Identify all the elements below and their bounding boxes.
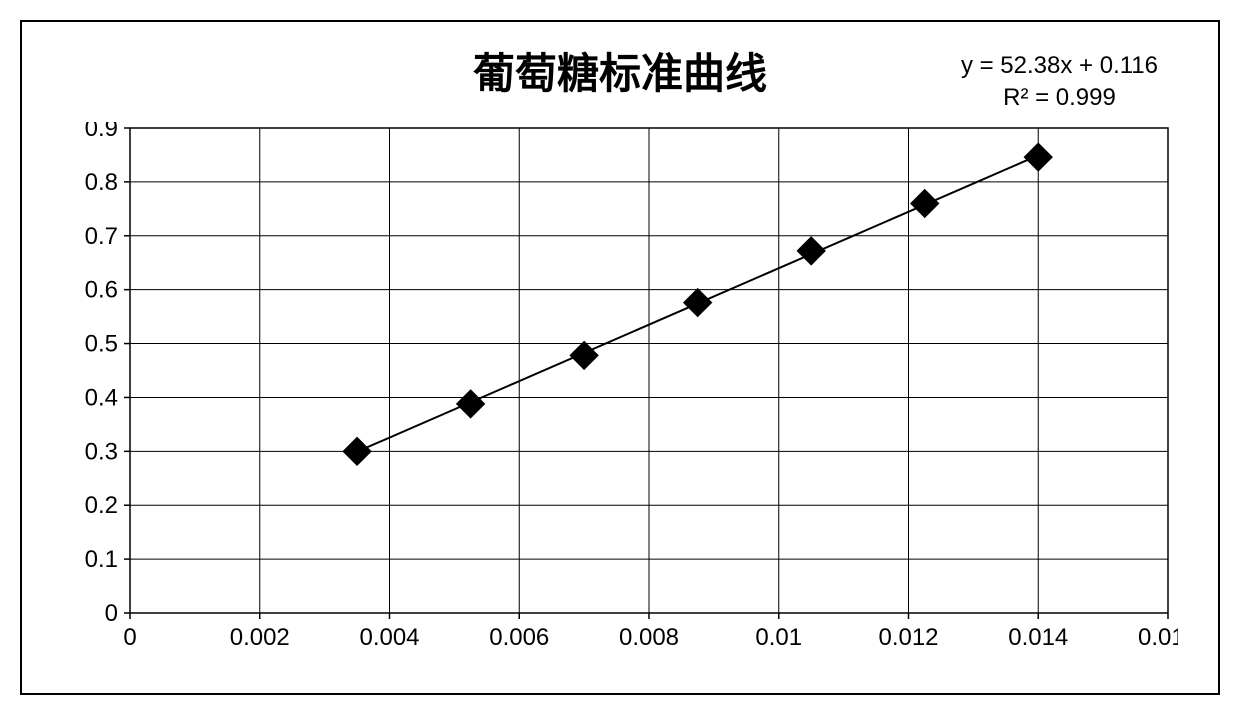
y-tick-label: 0.1 (85, 546, 118, 573)
y-tick-label: 0 (105, 600, 118, 627)
plot-area-container: 0 0.002 0.004 0.006 0.008 0.01 0.012 0.014 0.016… (72, 122, 1178, 663)
y-tick-label: 0.2 (85, 492, 118, 519)
x-tick-label: 0.004 (359, 624, 419, 651)
data-point-marker (457, 390, 485, 418)
y-tick-label: 0.8 (85, 169, 118, 196)
x-tick-label: 0 (123, 624, 136, 651)
y-tick-label: 0.3 (85, 438, 118, 465)
equation-line-1: y = 52.38x + 0.116 (961, 50, 1158, 82)
x-tick-label: 0.006 (489, 624, 549, 651)
chart-frame: 葡萄糖标准曲线 y = 52.38x + 0.116 R² = 0.999 00… (20, 20, 1220, 695)
y-tick-label: 0.4 (85, 384, 118, 411)
data-point-marker (343, 437, 371, 465)
plot-svg: 0 0.002 0.004 0.006 0.008 0.01 0.012 0.014 0.016… (72, 122, 1178, 663)
x-tick-label: 0.01 (755, 624, 802, 651)
equation-line-2: R² = 0.999 (961, 82, 1158, 114)
data-point-marker (684, 289, 712, 317)
y-tick-label: 0.9 (85, 122, 118, 142)
y-tick-label: 0.7 (85, 223, 118, 250)
y-tick-label: 0.5 (85, 331, 118, 358)
data-point-marker (911, 189, 939, 217)
x-tick-label: 0.012 (878, 624, 938, 651)
x-tick-label: 0.002 (230, 624, 290, 651)
data-point-marker (1024, 143, 1052, 171)
data-point-marker (570, 341, 598, 369)
y-tick-label: 0.6 (85, 277, 118, 304)
x-tick-label: 0.008 (619, 624, 679, 651)
regression-equation: y = 52.38x + 0.116 R² = 0.999 (961, 50, 1158, 115)
data-point-marker (797, 237, 825, 265)
x-tick-label: 0.014 (1008, 624, 1068, 651)
x-tick-label: 0.016 (1138, 624, 1178, 651)
